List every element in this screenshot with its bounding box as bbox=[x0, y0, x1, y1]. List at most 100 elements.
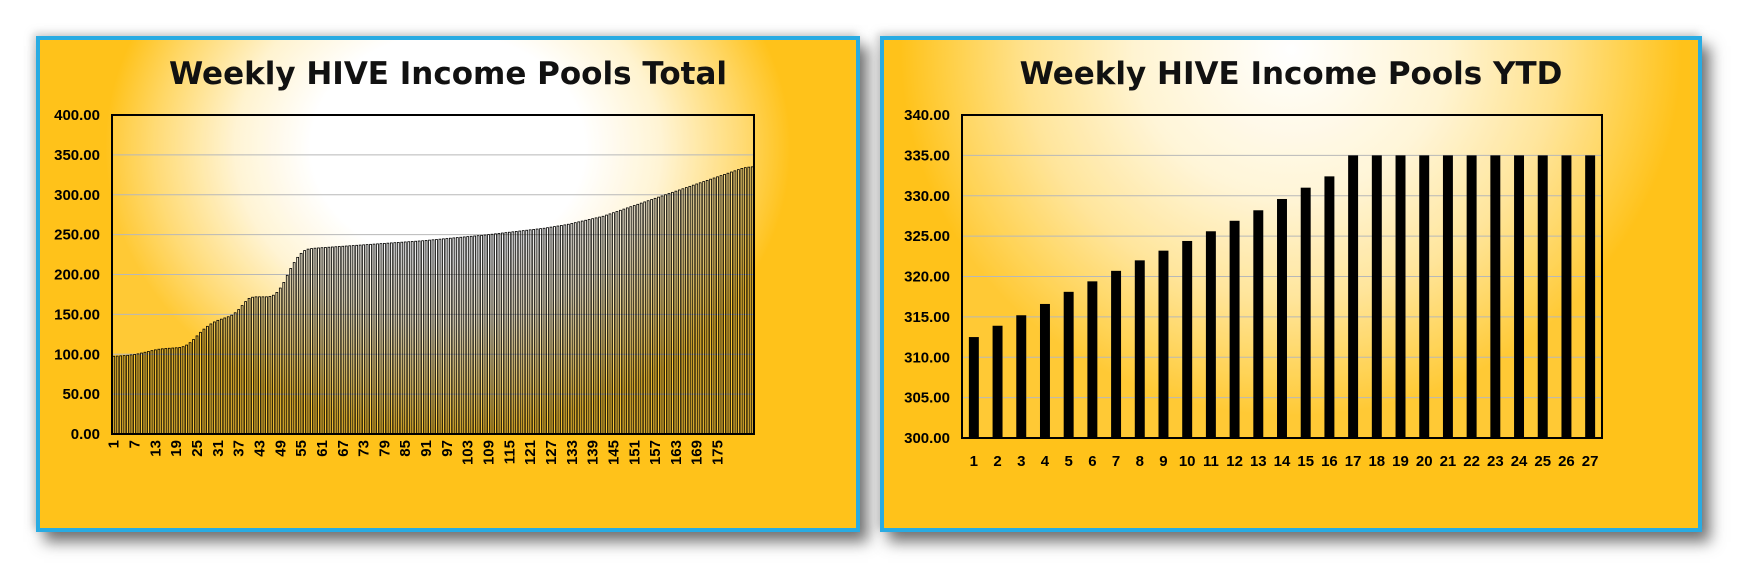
x-tick-label: 4 bbox=[1041, 453, 1050, 470]
x-tick-label: 55 bbox=[293, 440, 310, 457]
bar bbox=[968, 337, 979, 438]
bar bbox=[1514, 155, 1525, 438]
chart-panel-ytd: Weekly HIVE Income Pools YTD 300.00 305.0… bbox=[880, 36, 1702, 532]
y-tick-label: 340.00 bbox=[904, 107, 950, 124]
bar bbox=[1300, 187, 1311, 438]
bar bbox=[1442, 155, 1453, 438]
x-tick-label: 25 bbox=[1534, 453, 1551, 470]
x-tick-label: 27 bbox=[1582, 453, 1599, 470]
x-tick-label: 10 bbox=[1179, 453, 1196, 470]
chart-total-plot: 0.00 50.00 100.00 150.00 200.00 250.00 300.00 3… bbox=[54, 107, 755, 465]
chart-title-ytd: Weekly HIVE Income Pools YTD bbox=[1019, 56, 1563, 92]
y-tick-label: 310.00 bbox=[904, 349, 950, 366]
x-tick-label: 19 bbox=[1392, 453, 1409, 470]
x-tick-label: 109 bbox=[481, 440, 498, 465]
x-tick-label: 73 bbox=[356, 440, 373, 457]
y-tick-label: 320.00 bbox=[904, 269, 950, 286]
x-tick-label: 22 bbox=[1463, 453, 1480, 470]
plot-border bbox=[111, 114, 755, 435]
y-tick-label: 305.00 bbox=[904, 390, 950, 407]
chart-panel-total: Weekly HIVE Income Pools Total 0.00 50.00… bbox=[36, 36, 860, 532]
y-tick-label: 200.00 bbox=[54, 267, 100, 284]
bar bbox=[992, 325, 1003, 438]
x-tick-label: 163 bbox=[668, 440, 685, 465]
bar bbox=[1063, 291, 1074, 438]
x-tick-label: 115 bbox=[501, 440, 518, 464]
y-tick-label: 315.00 bbox=[904, 309, 950, 326]
x-tick-label: 12 bbox=[1226, 453, 1243, 470]
x-tick-label: 26 bbox=[1558, 453, 1575, 470]
bar bbox=[1087, 281, 1098, 438]
x-tick-label: 1 bbox=[970, 453, 978, 470]
x-tick-label: 121 bbox=[522, 440, 539, 465]
x-tick-label: 169 bbox=[689, 440, 706, 465]
x-tick-label: 9 bbox=[1159, 453, 1167, 470]
x-tick-label: 43 bbox=[251, 440, 268, 457]
y-tick-label: 50.00 bbox=[62, 386, 100, 403]
x-tick-label: 17 bbox=[1345, 453, 1362, 470]
y-tick-label: 330.00 bbox=[904, 188, 950, 205]
x-tick-label: 139 bbox=[585, 440, 602, 465]
x-tick-label: 127 bbox=[543, 440, 560, 465]
y-tick-label: 300.00 bbox=[904, 430, 950, 447]
bar bbox=[1111, 270, 1122, 438]
y-tick-label: 250.00 bbox=[54, 227, 100, 244]
bar bbox=[1253, 210, 1264, 438]
x-tick-label: 25 bbox=[189, 440, 206, 457]
x-tick-label: 103 bbox=[460, 440, 477, 465]
bar bbox=[1561, 155, 1572, 438]
x-tick-label: 97 bbox=[439, 440, 456, 457]
x-tick-label: 133 bbox=[564, 440, 581, 465]
x-tick-label: 21 bbox=[1440, 453, 1457, 470]
x-tick-label: 8 bbox=[1136, 453, 1144, 470]
bar bbox=[1395, 155, 1406, 438]
bar bbox=[1039, 303, 1050, 438]
bar bbox=[1371, 155, 1382, 438]
bar bbox=[1585, 155, 1596, 438]
y-tick-label: 100.00 bbox=[54, 346, 100, 363]
bar bbox=[1324, 176, 1335, 438]
y-tick-label: 335.00 bbox=[904, 147, 950, 164]
x-tick-label: 23 bbox=[1487, 453, 1504, 470]
x-tick-label: 91 bbox=[418, 440, 435, 457]
x-tick-label: 13 bbox=[147, 440, 164, 457]
bar bbox=[1277, 198, 1287, 438]
bar bbox=[1466, 155, 1477, 438]
bar bbox=[1419, 155, 1430, 438]
x-tick-label: 14 bbox=[1274, 453, 1291, 470]
chart-ytd-plot: 300.00 305.00 310.00 315.00 320.00 325.00 330.… bbox=[904, 107, 1603, 470]
plot-border bbox=[961, 114, 1603, 439]
bar bbox=[1205, 231, 1216, 438]
x-tick-label: 13 bbox=[1250, 453, 1267, 470]
x-tick-label: 49 bbox=[272, 440, 289, 457]
x-tick-label: 175 bbox=[710, 440, 727, 465]
x-tick-label: 7 bbox=[127, 440, 144, 448]
chart-title-total: Weekly HIVE Income Pools Total bbox=[168, 56, 728, 92]
x-tick-label: 61 bbox=[314, 440, 331, 457]
x-tick-label: 16 bbox=[1321, 453, 1338, 470]
x-tick-label: 157 bbox=[647, 440, 664, 465]
x-tick-label: 24 bbox=[1511, 453, 1528, 470]
x-tick-label: 2 bbox=[993, 453, 1001, 470]
x-tick-label: 31 bbox=[210, 440, 227, 457]
x-tick-label: 67 bbox=[335, 440, 352, 457]
x-tick-label: 151 bbox=[626, 440, 643, 465]
y-tick-label: 325.00 bbox=[904, 228, 950, 245]
x-tick-label: 20 bbox=[1416, 453, 1433, 470]
x-tick-label: 145 bbox=[605, 440, 622, 465]
x-tick-label: 18 bbox=[1368, 453, 1385, 470]
y-tick-label: 150.00 bbox=[54, 306, 100, 323]
bar bbox=[1182, 240, 1193, 438]
y-tick-label: 300.00 bbox=[54, 187, 100, 204]
x-tick-label: 1 bbox=[106, 440, 123, 448]
x-tick-label: 79 bbox=[376, 440, 393, 457]
y-tick-label: 400.00 bbox=[54, 107, 100, 124]
x-tick-label: 5 bbox=[1064, 453, 1072, 470]
x-tick-label: 19 bbox=[168, 440, 185, 457]
bar bbox=[1348, 155, 1359, 438]
y-tick-label: 350.00 bbox=[54, 147, 100, 164]
bar bbox=[1016, 315, 1027, 438]
bar bbox=[1158, 250, 1169, 438]
bar bbox=[1490, 155, 1501, 438]
bar bbox=[1134, 260, 1145, 438]
